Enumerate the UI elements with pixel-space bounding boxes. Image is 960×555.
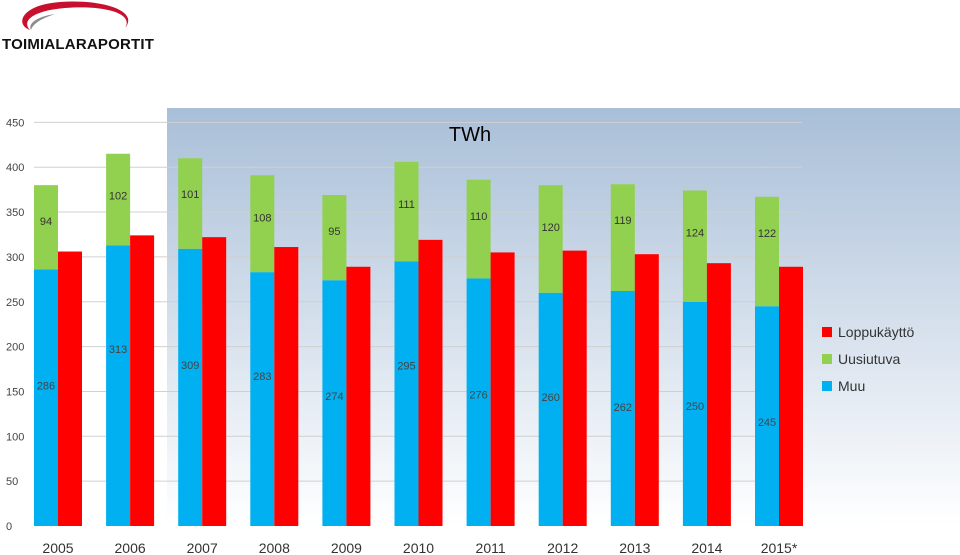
legend-swatch: [822, 380, 832, 391]
bar-uusiutuva: [322, 195, 347, 281]
data-label-uusiutuva: 119: [614, 215, 632, 227]
data-label-uusiutuva: 122: [758, 228, 776, 240]
bar-loppukaytto: [202, 237, 227, 526]
bar-muu: [394, 261, 419, 526]
bar-loppukaytto: [490, 252, 515, 527]
legend-swatch: [822, 353, 832, 364]
data-label-uusiutuva: 94: [40, 216, 52, 228]
bar-muu: [466, 278, 491, 526]
data-label-uusiutuva: 120: [542, 222, 560, 234]
data-label-uusiutuva: 102: [109, 191, 127, 203]
y-tick-label: 50: [6, 476, 18, 488]
data-label-muu: 245: [758, 417, 776, 429]
y-tick-label: 300: [6, 252, 24, 264]
logo-swoosh-icon: [22, 1, 129, 30]
bar-muu: [34, 269, 58, 526]
y-axis: 0 50 100 150 200 250 300 350 400 450: [6, 117, 24, 533]
bar-loppukaytto: [58, 251, 82, 526]
x-tick-label: 2005: [42, 540, 73, 555]
chart-title: TWh: [449, 124, 491, 146]
bar-uusiutuva: [394, 161, 419, 262]
x-tick-label: 2013: [619, 540, 650, 555]
logo-swoosh-grey-icon: [30, 14, 55, 30]
x-tick-label: 2012: [547, 540, 578, 555]
bar-loppukaytto: [779, 266, 803, 526]
x-tick-label: 2010: [403, 540, 434, 555]
brand-logo: [22, 1, 129, 30]
bar-loppukaytto: [634, 254, 659, 527]
x-tick-label: 2014: [691, 540, 722, 555]
x-tick-label: 2011: [476, 540, 506, 555]
bar-loppukaytto: [274, 247, 299, 526]
bar-uusiutuva: [34, 185, 58, 270]
data-label-uusiutuva: 95: [328, 226, 340, 238]
data-label-muu: 309: [181, 360, 199, 372]
data-label-uusiutuva: 101: [181, 189, 199, 201]
bar-muu: [250, 272, 275, 526]
legend-swatch: [822, 326, 832, 337]
data-label-muu: 262: [614, 402, 632, 414]
y-tick-label: 200: [6, 342, 24, 354]
y-tick-label: 350: [6, 207, 24, 219]
legend-label: Uusiutuva: [838, 350, 901, 367]
bar-muu: [610, 290, 635, 526]
y-tick-label: 250: [6, 297, 24, 309]
bar-muu: [538, 292, 563, 526]
bar-loppukaytto: [130, 235, 155, 526]
y-tick-label: 450: [6, 117, 24, 129]
x-tick-label: 2006: [115, 540, 146, 555]
bar-muu: [178, 248, 203, 526]
bar-loppukaytto: [346, 266, 371, 526]
x-tick-label: 2009: [331, 540, 362, 555]
bar-uusiutuva: [755, 196, 779, 307]
bars: [34, 153, 803, 527]
y-tick-label: 100: [6, 431, 24, 443]
bar-loppukaytto: [562, 250, 587, 526]
data-label-uusiutuva: 110: [470, 211, 488, 223]
bar-loppukaytto: [706, 263, 731, 526]
data-label-muu: 276: [469, 389, 487, 401]
y-tick-label: 400: [6, 162, 24, 174]
bar-uusiutuva: [682, 190, 707, 302]
bar-muu: [682, 301, 707, 526]
legend-label: Loppukäyttö: [838, 323, 915, 340]
x-tick-label: 2015*: [761, 540, 798, 555]
data-label-muu: 283: [253, 371, 271, 383]
legend-item: Loppukäyttö: [822, 318, 914, 345]
legend-label: Muu: [838, 377, 866, 394]
bar-muu: [106, 245, 131, 526]
x-axis: 2005 2006 2007 2008 2009 2010 2011 2012 2013 2014…: [42, 540, 797, 555]
chart-legend: Loppukäyttö Uusiutuva Muu: [822, 318, 914, 399]
data-label-uusiutuva: 111: [398, 199, 415, 211]
data-labels: 286 94 313 102 309 101 283 108 274 95 295 111 276 110…: [37, 189, 776, 429]
bar-uusiutuva: [466, 179, 491, 279]
x-tick-label: 2008: [259, 540, 290, 555]
bar-uusiutuva: [106, 153, 131, 246]
y-tick-label: 0: [6, 521, 12, 533]
brand-name: TOIMIALARAPORTIT: [2, 36, 155, 53]
data-label-muu: 274: [325, 391, 343, 403]
bar-uusiutuva: [250, 175, 275, 273]
bar-uusiutuva: [538, 185, 563, 293]
legend-item: Muu: [822, 372, 914, 399]
data-label-muu: 313: [109, 344, 127, 356]
data-label-muu: 260: [542, 392, 560, 404]
x-tick-label: 2007: [187, 540, 218, 555]
data-label-muu: 250: [686, 401, 704, 413]
data-label-muu: 295: [397, 360, 415, 372]
bar-uusiutuva: [178, 158, 203, 249]
bar-uusiutuva: [610, 184, 635, 291]
data-label-uusiutuva: 124: [686, 228, 704, 240]
data-label-muu: 286: [37, 380, 55, 392]
legend-item: Uusiutuva: [822, 345, 914, 372]
bar-loppukaytto: [418, 239, 443, 526]
y-tick-label: 150: [6, 386, 24, 398]
data-label-uusiutuva: 108: [253, 212, 271, 224]
bar-muu: [322, 280, 347, 526]
bar-muu: [755, 306, 779, 526]
